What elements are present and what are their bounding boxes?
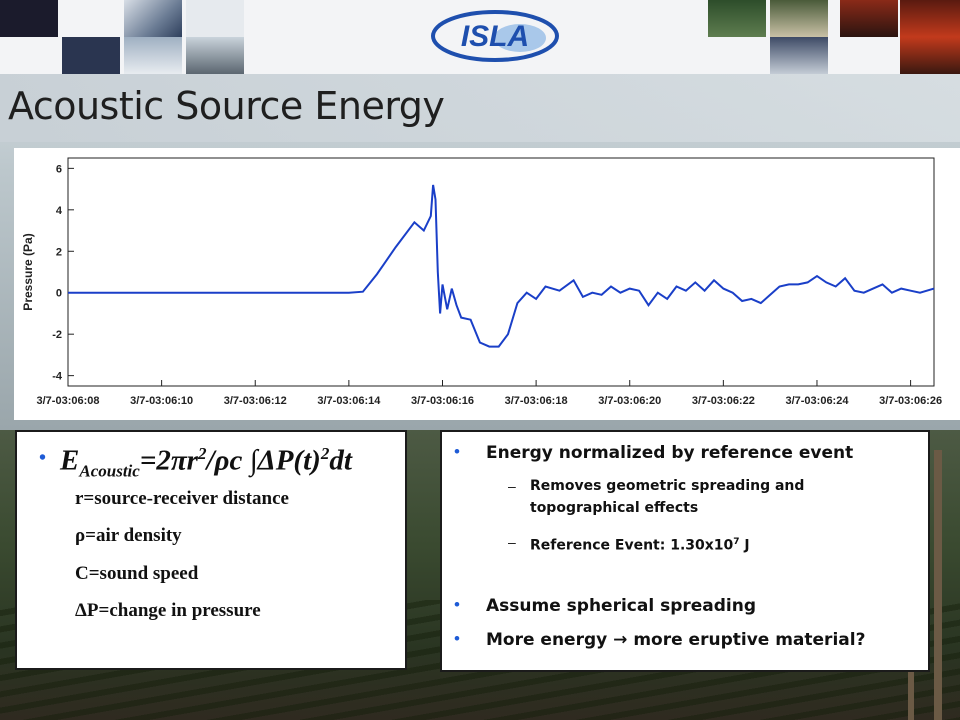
banner-tile-wave	[124, 0, 182, 37]
plot-frame	[67, 157, 935, 387]
x-tick-label: 3/7-03:06:22	[692, 395, 755, 407]
notes-panel: • Energy normalized by reference event –…	[440, 430, 930, 672]
x-tick-label: 3/7-03:06:08	[37, 395, 100, 407]
x-tick-label: 3/7-03:06:24	[785, 395, 849, 407]
x-tick-label: 3/7-03:06:10	[130, 395, 193, 407]
x-tick-label: 3/7-03:06:12	[224, 395, 287, 407]
bullet-dot: •	[39, 446, 47, 469]
definition-item: ρ=air density	[75, 525, 182, 546]
definition-item: r=source-receiver distance	[75, 488, 289, 509]
banner-tile-volcano	[840, 0, 898, 37]
y-axis-ticks: -4 -2 0 2 4 6	[52, 163, 74, 383]
note-bullet: More energy → more eruptive material?	[486, 630, 866, 650]
arrow-right-icon: →	[613, 630, 628, 650]
y-tick-label: -2	[52, 329, 62, 341]
x-axis-ticks: 3/7-03:06:08 3/7-03:06:10 3/7-03:06:12 3/7-…	[37, 380, 942, 407]
y-tick-label: 4	[56, 205, 63, 217]
x-tick-label: 3/7-03:06:18	[505, 395, 568, 407]
banner-tile-wave	[124, 37, 182, 74]
x-tick-label: 3/7-03:06:20	[598, 395, 661, 407]
title-bar	[0, 74, 960, 142]
y-tick-label: 2	[56, 246, 62, 258]
dash-marker: –	[508, 478, 516, 494]
x-tick-label: 3/7-03:06:14	[317, 395, 381, 407]
bullet-dot: •	[454, 442, 460, 461]
definition-item: ΔP=change in pressure	[75, 600, 261, 621]
note-bullet: Assume spherical spreading	[486, 596, 757, 616]
banner-tile-meteor	[0, 0, 58, 37]
banner-tile-blank	[186, 0, 244, 37]
y-tick-label: -4	[52, 371, 63, 383]
note-bullet: Energy normalized by reference event	[486, 443, 854, 463]
banner-tile-night	[62, 37, 120, 74]
header-banner: ISLA	[0, 0, 960, 74]
note-sub-bullet: Reference Event: 1.30x107 J	[530, 537, 750, 554]
formula-panel: • EAcoustic=2πr2/ρc ∫ΔP(t)2dt r=source-re…	[15, 430, 407, 670]
pressure-chart: -4 -2 0 2 4 6 3/7-03:06:08 3/7-03:06:10 3/7-03:…	[14, 148, 960, 420]
banner-tile-earth	[708, 0, 766, 37]
y-tick-label: 6	[56, 163, 62, 175]
pressure-series-line	[68, 184, 935, 348]
bullet-dot: •	[454, 595, 460, 614]
background-fence-pole	[934, 450, 942, 720]
y-axis-label: Pressure (Pa)	[21, 233, 35, 310]
logo-text: ISLA	[461, 20, 529, 53]
slide-title: Acoustic Source Energy	[8, 84, 445, 128]
banner-tile-storm	[770, 37, 828, 74]
energy-formula: • EAcoustic=2πr2/ρc ∫ΔP(t)2dt	[39, 444, 352, 481]
banner-tile-aircraft	[186, 37, 244, 74]
note-sub-bullet: Removes geometric spreading and topograp…	[530, 478, 805, 516]
x-tick-label: 3/7-03:06:26	[879, 395, 942, 407]
dash-marker: –	[508, 534, 516, 550]
banner-tile-eruption	[900, 0, 960, 74]
banner-tile-earth	[770, 0, 828, 37]
isla-logo: ISLA	[431, 10, 559, 62]
bullet-dot: •	[454, 629, 460, 648]
x-tick-label: 3/7-03:06:16	[411, 395, 474, 407]
y-tick-label: 0	[56, 288, 62, 300]
definition-item: C=sound speed	[75, 563, 199, 584]
